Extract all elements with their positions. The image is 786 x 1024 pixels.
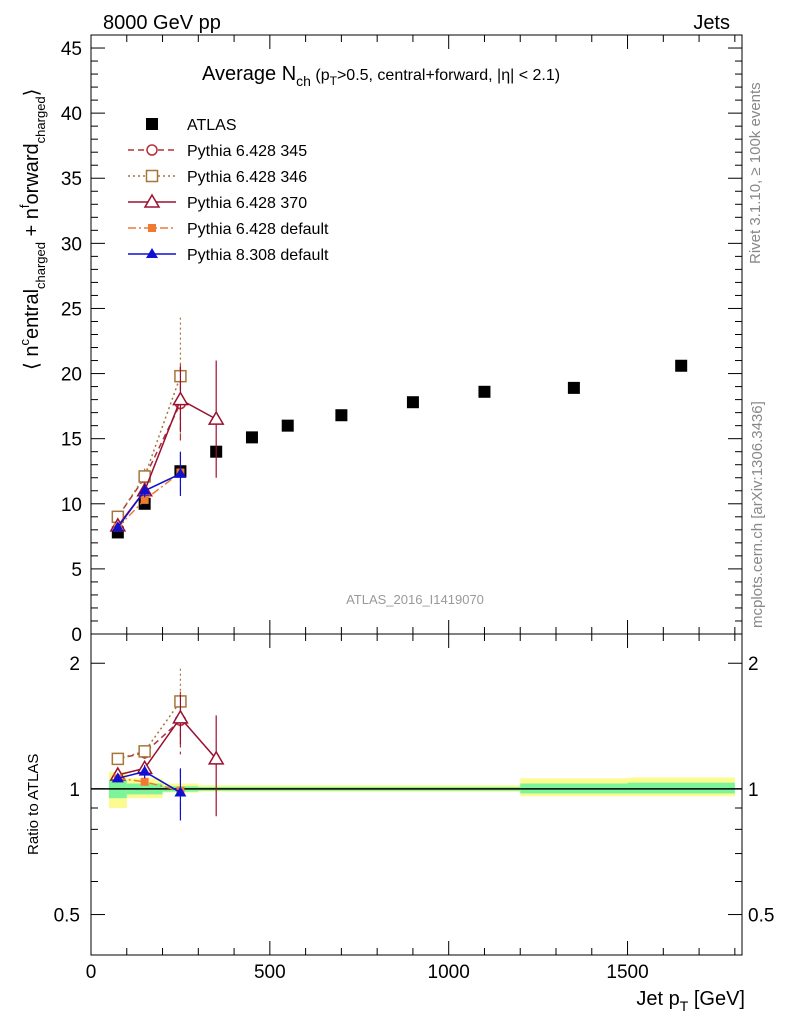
y-tick-label: 0 (71, 625, 82, 646)
point-p370 (172, 391, 189, 406)
point-atlas (567, 381, 580, 394)
legend-marker-p345 (146, 144, 158, 156)
x-tick-label: 500 (254, 962, 286, 983)
legend-marker-p6def (148, 224, 156, 232)
upper-y-axis-label: ⟨ ncentralcharged + nforwardcharged⟩ (17, 89, 48, 370)
lower-frame (90, 633, 743, 956)
point-p370 (172, 709, 189, 724)
point-atlas (245, 431, 258, 444)
point-p8def (138, 765, 151, 776)
legend: ATLAS Pythia 6.428 345 Pythia 6.428 346 Pyt… (128, 117, 329, 264)
legend-label-p8def: Pythia 8.308 default (187, 247, 329, 264)
legend-marker-p8def (146, 248, 158, 258)
point-p8def (174, 786, 187, 797)
ratio-panel: 0 500 1000 1500 0.5 0.5 1 1 2 2 (54, 633, 774, 983)
y-tick-label: 30 (61, 234, 82, 255)
y-tick-label-right: 2 (748, 654, 759, 675)
series-line-p346 (117, 375, 182, 518)
y-tick-label: 0.5 (54, 906, 80, 927)
point-p8def (174, 467, 187, 478)
legend-label-atlas: ATLAS (187, 117, 237, 134)
point-atlas (406, 396, 419, 409)
header-left: 8000 GeV pp (103, 12, 221, 34)
y-tick-label: 5 (71, 560, 82, 581)
point-p6def (140, 777, 149, 786)
lower-y-axis-label: Ratio to ATLAS (25, 754, 42, 855)
point-p8def (111, 772, 124, 783)
mcplots-label: mcplots.cern.ch [arXiv:1306.3436] (749, 401, 766, 628)
legend-marker-p346 (145, 169, 159, 183)
legend-label-p370: Pythia 6.428 370 (187, 195, 307, 212)
header-right: Jets (693, 12, 730, 34)
x-tick-label: 1000 (428, 962, 470, 983)
legend-marker-atlas (146, 118, 158, 130)
x-tick-label: 1500 (606, 962, 648, 983)
point-p346 (138, 745, 151, 758)
y-tick-label: 15 (61, 430, 82, 451)
upper-panel: 0 5 10 15 20 25 30 35 40 45 (61, 34, 743, 646)
point-atlas (675, 359, 688, 372)
y-tick-label-right: 1 (748, 780, 759, 801)
point-atlas (335, 409, 348, 422)
y-tick-label: 1 (69, 780, 80, 801)
svg-text:⟨ ncentralcharged + nforwardch: ⟨ ncentralcharged + nforwardcharged⟩ (17, 89, 48, 370)
legend-label-p6def: Pythia 6.428 default (187, 221, 329, 238)
point-atlas (478, 385, 491, 398)
series-line-p370 (117, 716, 217, 776)
legend-marker-p370 (143, 193, 161, 208)
legend-label-p345: Pythia 6.428 345 (187, 143, 307, 160)
rivet-version-label: Rivet 3.1.10, ≥ 100k events (747, 82, 764, 264)
analysis-label: ATLAS_2016_I1419070 (346, 592, 484, 607)
point-p8def (111, 521, 124, 532)
point-atlas (281, 419, 294, 432)
y-tick-label: 2 (69, 654, 80, 675)
y-tick-label: 35 (61, 169, 82, 190)
point-p370 (207, 750, 225, 765)
main-title: Average Nch (pT>0.5, central+forward, |η… (202, 63, 560, 89)
y-tick-label: 10 (61, 495, 82, 516)
x-tick-label: 0 (86, 962, 97, 983)
point-p6def (140, 495, 149, 504)
y-tick-label: 40 (61, 104, 82, 125)
point-p346 (111, 752, 125, 766)
point-p370 (207, 410, 225, 425)
y-tick-label: 45 (61, 39, 82, 60)
point-p8def (138, 484, 151, 495)
legend-label-p346: Pythia 6.428 346 (187, 169, 307, 186)
y-tick-label: 25 (61, 299, 82, 320)
band-inner-5 (627, 782, 735, 794)
y-tick-label-right: 0.5 (748, 906, 774, 927)
y-tick-label: 20 (61, 365, 82, 386)
x-axis-label: Jet pT [GeV] (636, 988, 745, 1014)
